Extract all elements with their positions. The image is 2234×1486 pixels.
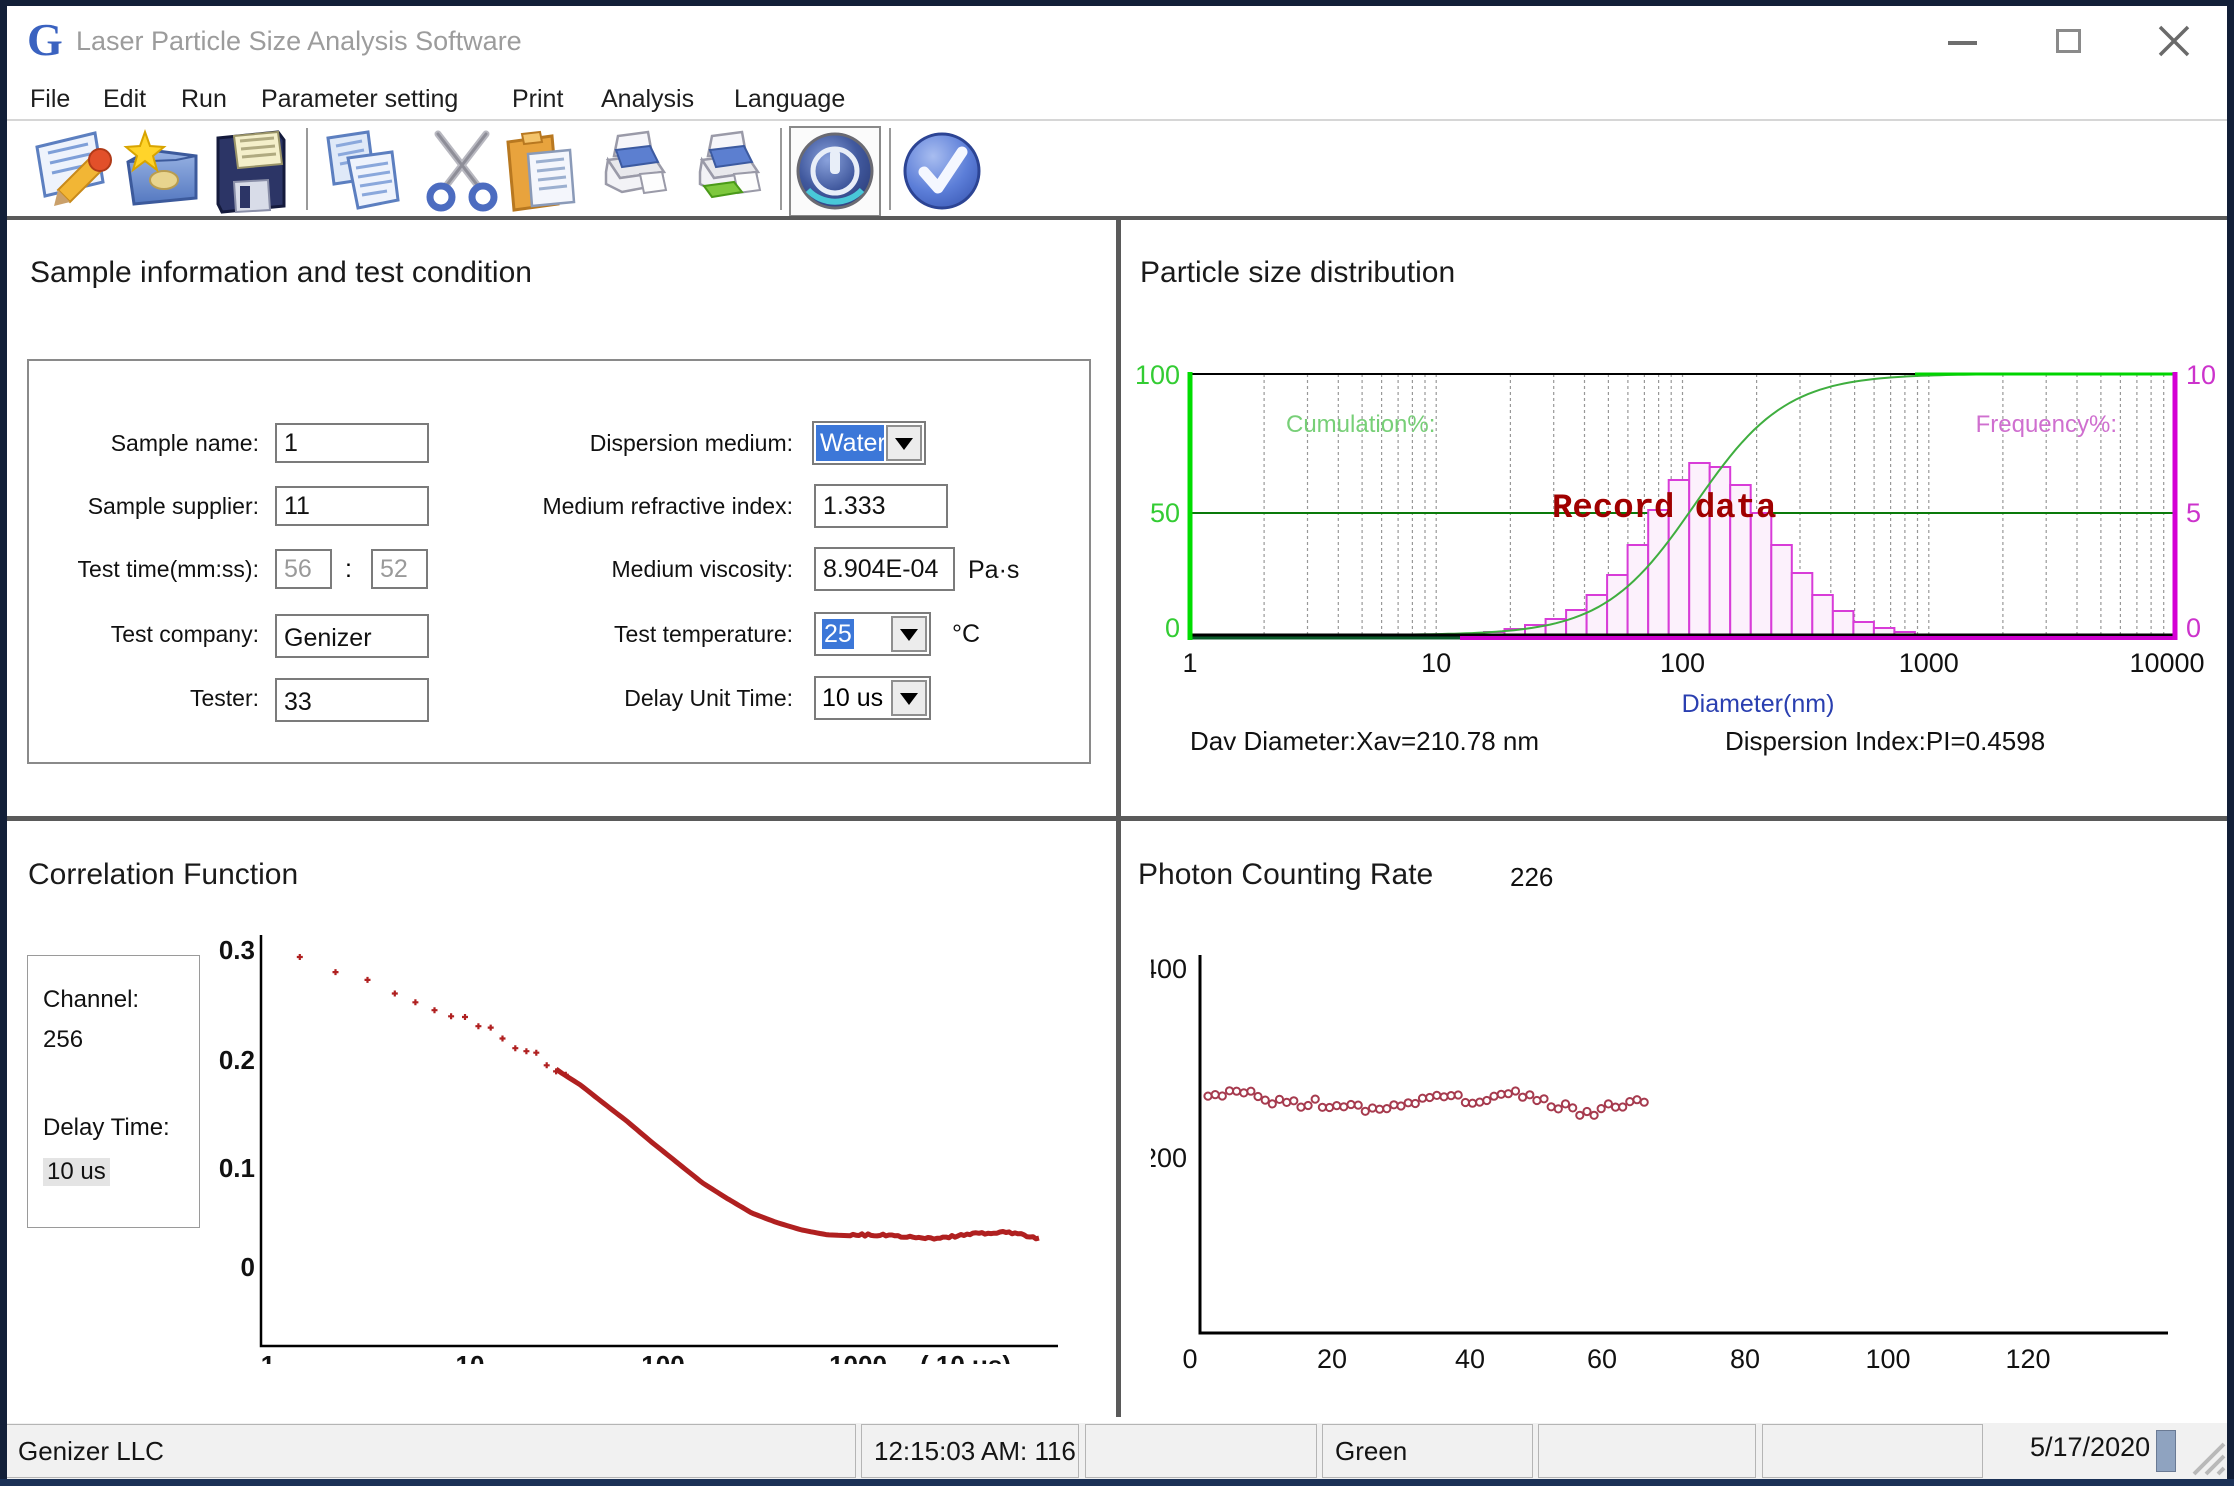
svg-text:0: 0 xyxy=(1165,613,1180,643)
svg-text:1: 1 xyxy=(261,1350,275,1380)
svg-text:1: 1 xyxy=(1182,648,1197,678)
svg-text:Frequency%:: Frequency%: xyxy=(1976,411,2117,438)
svg-text:10: 10 xyxy=(2186,360,2216,390)
svg-text:1000: 1000 xyxy=(1899,648,1959,678)
svg-text:100: 100 xyxy=(1865,1344,1910,1374)
svg-text:50: 50 xyxy=(1150,498,1180,528)
svg-text:200: 200 xyxy=(1142,1143,1187,1173)
svg-text:100: 100 xyxy=(641,1350,684,1380)
svg-text:120: 120 xyxy=(2005,1344,2050,1374)
svg-text:0.2: 0.2 xyxy=(219,1045,255,1075)
svg-text:100: 100 xyxy=(1660,648,1705,678)
svg-text:1000: 1000 xyxy=(829,1350,887,1380)
svg-text:10000: 10000 xyxy=(2129,648,2204,678)
svg-text:Record data: Record data xyxy=(1552,490,1776,528)
svg-text:100: 100 xyxy=(1135,360,1180,390)
svg-text:( 10 us): ( 10 us) xyxy=(920,1350,1011,1380)
svg-text:0: 0 xyxy=(1182,1344,1197,1374)
svg-text:20: 20 xyxy=(1317,1344,1347,1374)
svg-text:0.1: 0.1 xyxy=(219,1153,255,1183)
svg-text:80: 80 xyxy=(1730,1344,1760,1374)
svg-text:10: 10 xyxy=(1421,648,1451,678)
svg-text:10: 10 xyxy=(456,1350,485,1380)
svg-text:Diameter(nm): Diameter(nm) xyxy=(1682,690,1835,718)
svg-text:0.3: 0.3 xyxy=(219,935,255,965)
svg-text:0: 0 xyxy=(241,1252,255,1282)
svg-text:Cumulation%:: Cumulation%: xyxy=(1286,411,1435,438)
svg-text:60: 60 xyxy=(1587,1344,1617,1374)
svg-text:0: 0 xyxy=(2186,613,2201,643)
svg-text:400: 400 xyxy=(1142,954,1187,984)
svg-text:40: 40 xyxy=(1455,1344,1485,1374)
svg-text:5: 5 xyxy=(2186,498,2201,528)
